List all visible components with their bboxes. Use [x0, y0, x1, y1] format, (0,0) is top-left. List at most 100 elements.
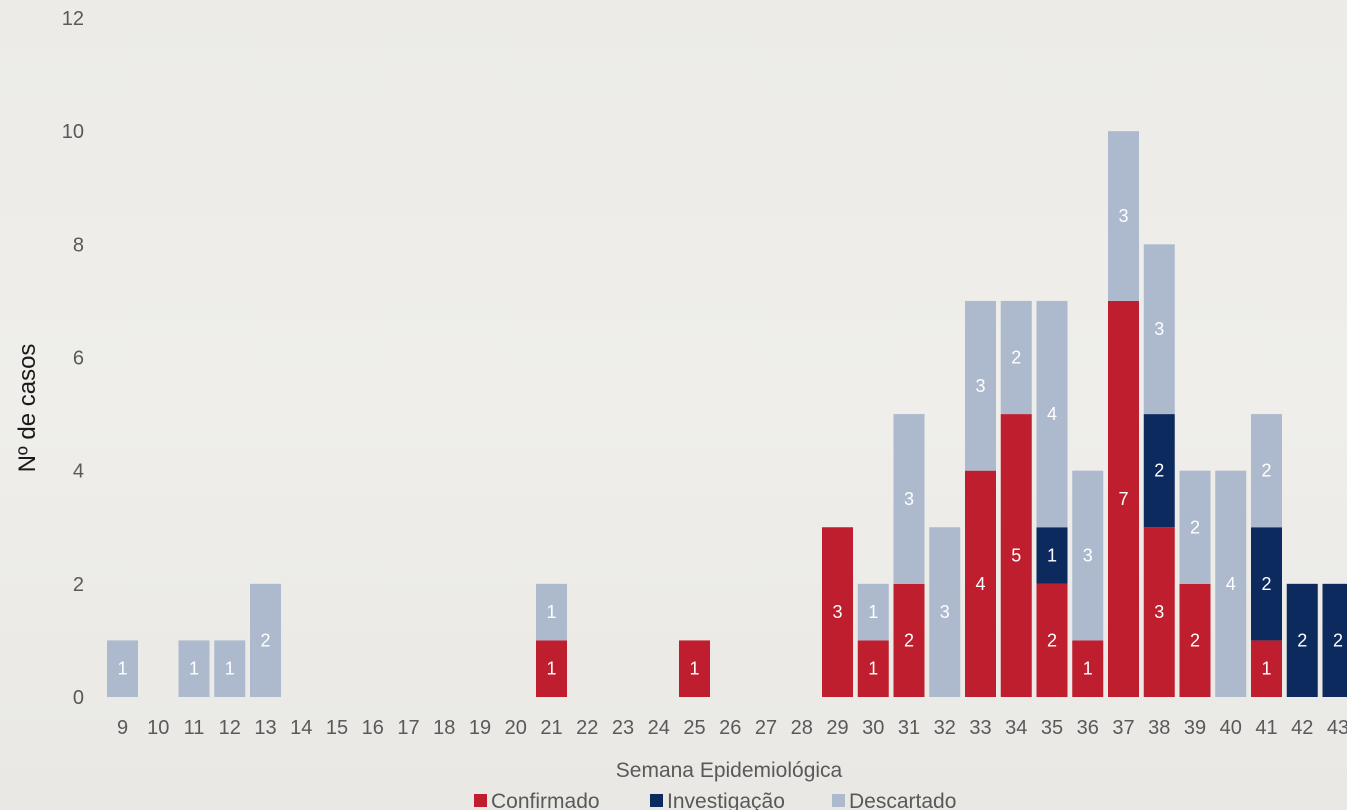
bar-segment-descartado: [536, 583, 567, 641]
legend-swatch: [832, 794, 845, 807]
data-label: 1: [1047, 546, 1057, 566]
x-tick-label: 29: [826, 717, 848, 739]
data-label: 1: [189, 659, 199, 679]
x-tick-label: 40: [1220, 717, 1242, 739]
data-label: 3: [940, 602, 950, 622]
legend-label: Investigação: [667, 790, 785, 810]
bar-segment-confirmado: [965, 470, 996, 697]
bar-segment-descartado: [1215, 470, 1247, 697]
x-tick-label: 25: [683, 717, 705, 739]
bar-segment-confirmado: [857, 640, 889, 697]
x-tick-label: 19: [469, 717, 491, 739]
data-label: 3: [1154, 602, 1164, 622]
x-tick-label: 27: [755, 717, 777, 739]
x-tick-label: 43: [1327, 717, 1347, 739]
bar-segment-descartado: [857, 583, 889, 641]
x-tick-label: 41: [1255, 717, 1277, 739]
data-label: 1: [546, 659, 556, 679]
data-label: 2: [1190, 630, 1200, 650]
x-axis-title: Semana Epidemiológica: [616, 759, 843, 782]
bar-segment-confirmado: [679, 640, 710, 697]
x-tick-label: 15: [326, 717, 348, 739]
bar-segment-investigao: [1322, 583, 1347, 697]
x-tick-label: 35: [1041, 717, 1063, 739]
data-label: 2: [1154, 461, 1164, 481]
x-tick-label: 20: [505, 717, 527, 739]
y-tick-label: 12: [62, 8, 84, 30]
data-label: 2: [1261, 461, 1271, 481]
x-tick-label: 31: [898, 717, 920, 739]
bar-segment-descartado: [1072, 470, 1104, 641]
x-tick-label: 12: [219, 717, 241, 739]
data-labels-layer: 1 1 1 2 1 1 1 3 1 1 2 3 3 4 3 5 2 2 1 4 1 3 7 3 3 2 3 2 2 4 1 2 2 2 2: [117, 206, 1343, 679]
x-tick-label: 16: [362, 717, 384, 739]
bar-segment-confirmado: [1072, 640, 1104, 697]
x-tick-label: 34: [1005, 717, 1027, 739]
bar-segment-descartado: [1036, 300, 1068, 528]
data-label: 2: [1297, 630, 1307, 650]
bar-segment-investigao: [1286, 583, 1318, 697]
bar-segment-descartado: [965, 300, 996, 471]
x-tick-label: 26: [719, 717, 741, 739]
y-tick-label: 4: [73, 461, 84, 483]
legend-label: Confirmado: [491, 790, 600, 810]
data-label: 3: [904, 489, 914, 509]
data-label: 7: [1118, 489, 1128, 509]
x-tick-label: 32: [934, 717, 956, 739]
bar-segment-descartado: [178, 640, 210, 697]
x-tick-label: 22: [576, 717, 598, 739]
data-label: 4: [1226, 574, 1236, 594]
y-tick-label: 10: [62, 121, 84, 143]
x-tick-label: 23: [612, 717, 634, 739]
x-tick-label: 18: [433, 717, 455, 739]
bar-segment-descartado: [1108, 131, 1139, 301]
x-tick-label: 11: [184, 717, 205, 739]
bar-segment-investigao: [1036, 527, 1068, 584]
data-label: 4: [1047, 404, 1057, 424]
data-label: 1: [225, 659, 235, 679]
data-label: 3: [975, 376, 985, 396]
data-label: 2: [1333, 630, 1343, 650]
data-label: 1: [868, 602, 878, 622]
x-tick-label: 30: [862, 717, 884, 739]
data-label: 1: [1261, 659, 1271, 679]
bar-segment-confirmado: [893, 583, 925, 697]
bar-segment-confirmado: [1036, 583, 1068, 697]
data-label: 2: [260, 630, 270, 650]
data-label: 5: [1011, 546, 1021, 566]
bar-segment-descartado: [893, 414, 925, 584]
y-tick-label: 8: [73, 234, 84, 256]
bar-segment-descartado: [214, 640, 246, 697]
bar-segment-descartado: [1000, 300, 1032, 415]
bar-segment-investigao: [1251, 527, 1282, 641]
x-tick-label: 17: [397, 717, 419, 739]
x-tick-label: 33: [969, 717, 991, 739]
data-label: 2: [1011, 348, 1021, 368]
y-axis-title: Nº de casos: [14, 344, 41, 473]
bar-segment-descartado: [1143, 244, 1175, 415]
bar-segment-confirmado: [822, 527, 853, 697]
legend: Confirmado Investigação Descartado: [474, 790, 956, 810]
data-label: 3: [1154, 319, 1164, 339]
y-tick-label: 2: [73, 574, 84, 596]
legend-swatch: [650, 794, 663, 807]
data-label: 1: [546, 602, 556, 622]
data-label: 4: [975, 574, 985, 594]
data-label: 1: [868, 659, 878, 679]
x-tick-label: 39: [1184, 717, 1206, 739]
bar-segment-descartado: [250, 583, 281, 697]
bars-layer: [107, 131, 1347, 697]
bar-segment-descartado: [107, 640, 138, 697]
y-tick-label: 0: [73, 687, 84, 709]
x-tick-label: 24: [648, 717, 670, 739]
x-tick-label: 14: [290, 717, 312, 739]
bar-segment-confirmado: [1000, 414, 1032, 697]
legend-label: Descartado: [849, 790, 956, 810]
bar-segment-confirmado: [1143, 527, 1175, 697]
data-label: 1: [1083, 659, 1093, 679]
data-label: 2: [1261, 574, 1271, 594]
legend-swatch: [474, 794, 487, 807]
bar-segment-descartado: [1179, 470, 1211, 584]
bar-segment-confirmado: [1108, 300, 1139, 697]
